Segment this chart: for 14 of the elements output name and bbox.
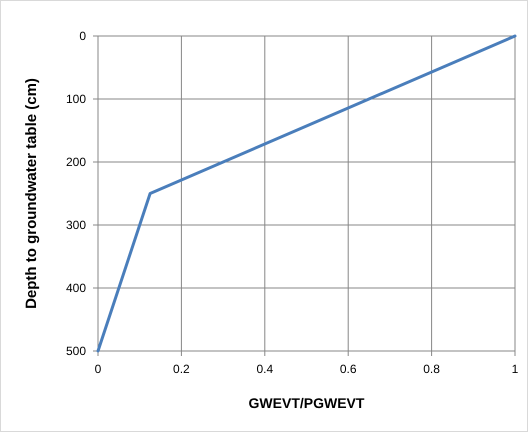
y-axis-title: Depth to groundwater table (cm) (23, 78, 40, 309)
x-tick-label: 0.2 (173, 362, 190, 376)
x-tick-label: 0 (94, 362, 102, 376)
x-tick-label: 0.4 (256, 362, 274, 376)
y-tick-label: 200 (66, 155, 86, 170)
y-tick-label: 100 (66, 92, 86, 106)
y-tick-label: 300 (66, 218, 86, 232)
y-tick-label: 400 (66, 281, 86, 296)
x-tick-label: 0.6 (340, 362, 357, 376)
x-tick-label: 0.8 (423, 362, 440, 376)
y-tick-label: 0 (79, 29, 86, 44)
x-tick-label: 1 (512, 362, 519, 376)
y-tick-label: 500 (66, 344, 86, 358)
x-axis-title: GWEVT/PGWEVT (248, 395, 365, 411)
